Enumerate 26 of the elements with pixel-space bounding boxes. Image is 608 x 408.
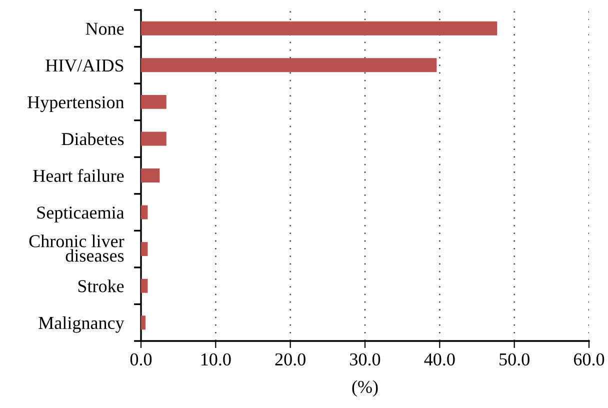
bar [141, 316, 146, 330]
x-tick-label: 0.0 [130, 353, 152, 366]
bar [141, 278, 148, 293]
x-tick-label: 60.0 [574, 353, 604, 366]
x-axis-title: (%) [352, 380, 378, 397]
y-tick-label: Chronic liver diseases [29, 234, 124, 262]
y-tick-label: Diabetes [62, 132, 124, 146]
bar [141, 58, 437, 72]
x-tick-label: 40.0 [424, 353, 455, 366]
x-tick-label: 10.0 [201, 353, 231, 366]
y-tick-label: Hypertension [28, 96, 124, 112]
bar [141, 242, 148, 256]
y-tick-label: Septicaemia [37, 206, 124, 222]
bar [141, 205, 148, 220]
bar [141, 132, 166, 146]
bar [141, 94, 166, 109]
y-tick-label: Heart failure [33, 169, 124, 182]
x-tick-label: 30.0 [350, 353, 380, 366]
x-tick-label: 50.0 [500, 353, 530, 366]
y-tick-label: HIV/AIDS [46, 59, 124, 72]
x-tick-label: 20.0 [275, 353, 306, 366]
y-tick-label: Malignancy [38, 316, 124, 333]
y-tick-label: Stroke [78, 280, 124, 292]
bar [141, 21, 498, 36]
bar [141, 168, 160, 182]
y-tick-label: None [86, 22, 124, 35]
